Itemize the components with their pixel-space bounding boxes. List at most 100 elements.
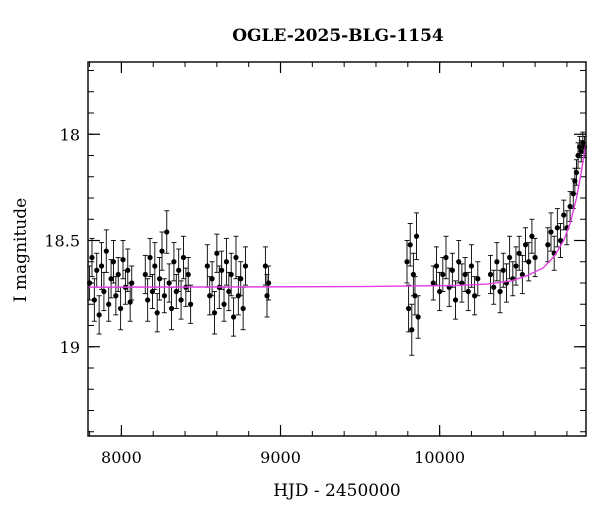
data-point bbox=[145, 297, 151, 303]
data-point bbox=[110, 259, 117, 265]
data-point bbox=[561, 212, 567, 218]
y-tick-label: 18.5 bbox=[44, 232, 80, 251]
data-point bbox=[522, 242, 529, 248]
data-point bbox=[159, 248, 165, 254]
major-ticks bbox=[88, 62, 586, 436]
data-point bbox=[103, 248, 109, 254]
data-point bbox=[154, 310, 160, 316]
data-point bbox=[166, 280, 172, 286]
data-point bbox=[405, 305, 412, 312]
data-point bbox=[115, 271, 121, 278]
data-point bbox=[152, 263, 158, 269]
data-point bbox=[127, 299, 133, 305]
data-point bbox=[494, 259, 500, 265]
data-point bbox=[516, 250, 522, 256]
data-point bbox=[185, 271, 191, 278]
data-point bbox=[230, 314, 237, 320]
data-point bbox=[513, 263, 519, 269]
y-axis-label: I magnitude bbox=[11, 198, 31, 302]
data-point bbox=[468, 263, 475, 269]
data-point bbox=[156, 276, 163, 282]
data-point bbox=[211, 310, 218, 316]
data-point bbox=[96, 312, 102, 318]
data-point bbox=[164, 229, 170, 235]
data-point bbox=[472, 293, 478, 299]
data-point bbox=[440, 271, 446, 278]
data-point bbox=[409, 327, 415, 333]
data-point bbox=[89, 254, 95, 261]
data-point bbox=[462, 271, 468, 278]
data-point bbox=[412, 293, 418, 299]
model-curve bbox=[87, 142, 587, 288]
data-point bbox=[413, 233, 420, 239]
data-point bbox=[108, 276, 114, 282]
data-point bbox=[437, 288, 443, 295]
data-point bbox=[149, 288, 156, 295]
data-point bbox=[238, 276, 244, 282]
y-tick-label: 18 bbox=[60, 125, 80, 144]
data-point bbox=[449, 267, 455, 273]
data-point bbox=[180, 254, 187, 261]
x-tick-label: 9000 bbox=[260, 448, 301, 467]
y-tick-labels: 18 18.5 19 bbox=[44, 125, 80, 357]
data-point bbox=[433, 263, 440, 269]
data-point bbox=[240, 305, 246, 312]
data-point bbox=[545, 242, 551, 248]
data-point bbox=[500, 267, 506, 273]
data-point bbox=[529, 233, 535, 239]
data-point bbox=[120, 257, 126, 263]
data-point bbox=[491, 284, 497, 290]
data-point bbox=[118, 305, 124, 312]
data-point bbox=[176, 267, 182, 273]
data-point bbox=[168, 305, 175, 312]
data-point bbox=[219, 267, 225, 273]
data-points bbox=[86, 131, 588, 356]
data-point bbox=[223, 259, 230, 265]
data-point bbox=[125, 267, 131, 273]
data-point bbox=[475, 276, 481, 282]
data-point bbox=[204, 263, 210, 269]
data-point bbox=[554, 225, 560, 231]
data-point bbox=[129, 280, 135, 286]
data-point bbox=[410, 271, 416, 278]
data-point bbox=[548, 229, 554, 235]
data-point bbox=[567, 203, 573, 210]
data-point bbox=[497, 288, 503, 295]
data-point bbox=[91, 297, 97, 303]
data-point bbox=[171, 259, 177, 265]
data-point bbox=[214, 250, 220, 256]
data-point bbox=[456, 259, 462, 265]
data-point bbox=[94, 267, 100, 273]
data-point bbox=[147, 254, 153, 261]
data-point bbox=[415, 314, 421, 320]
chart-title: OGLE-2025-BLG-1154 bbox=[232, 26, 444, 46]
data-point bbox=[407, 242, 413, 248]
data-point bbox=[573, 169, 580, 176]
data-point bbox=[209, 276, 215, 282]
data-point bbox=[161, 293, 167, 299]
data-point bbox=[228, 271, 234, 278]
data-point bbox=[404, 259, 410, 265]
data-point bbox=[113, 293, 119, 299]
data-point bbox=[532, 254, 538, 261]
data-point bbox=[142, 271, 148, 278]
data-point bbox=[262, 263, 269, 269]
x-tick-label: 8000 bbox=[101, 448, 142, 467]
data-point bbox=[226, 288, 232, 295]
data-point bbox=[101, 288, 107, 295]
data-point bbox=[265, 280, 272, 286]
data-point bbox=[465, 288, 471, 295]
data-point bbox=[242, 263, 249, 269]
data-point bbox=[430, 280, 436, 286]
data-point bbox=[519, 271, 525, 278]
y-tick-label: 19 bbox=[60, 338, 80, 357]
data-point bbox=[188, 301, 194, 307]
data-point bbox=[98, 263, 105, 269]
data-point bbox=[526, 259, 532, 265]
data-point bbox=[106, 301, 112, 307]
data-point bbox=[443, 254, 449, 261]
plot-frame bbox=[87, 61, 587, 437]
x-tick-labels: 8000 9000 10000 bbox=[101, 448, 465, 467]
data-point bbox=[557, 237, 564, 244]
